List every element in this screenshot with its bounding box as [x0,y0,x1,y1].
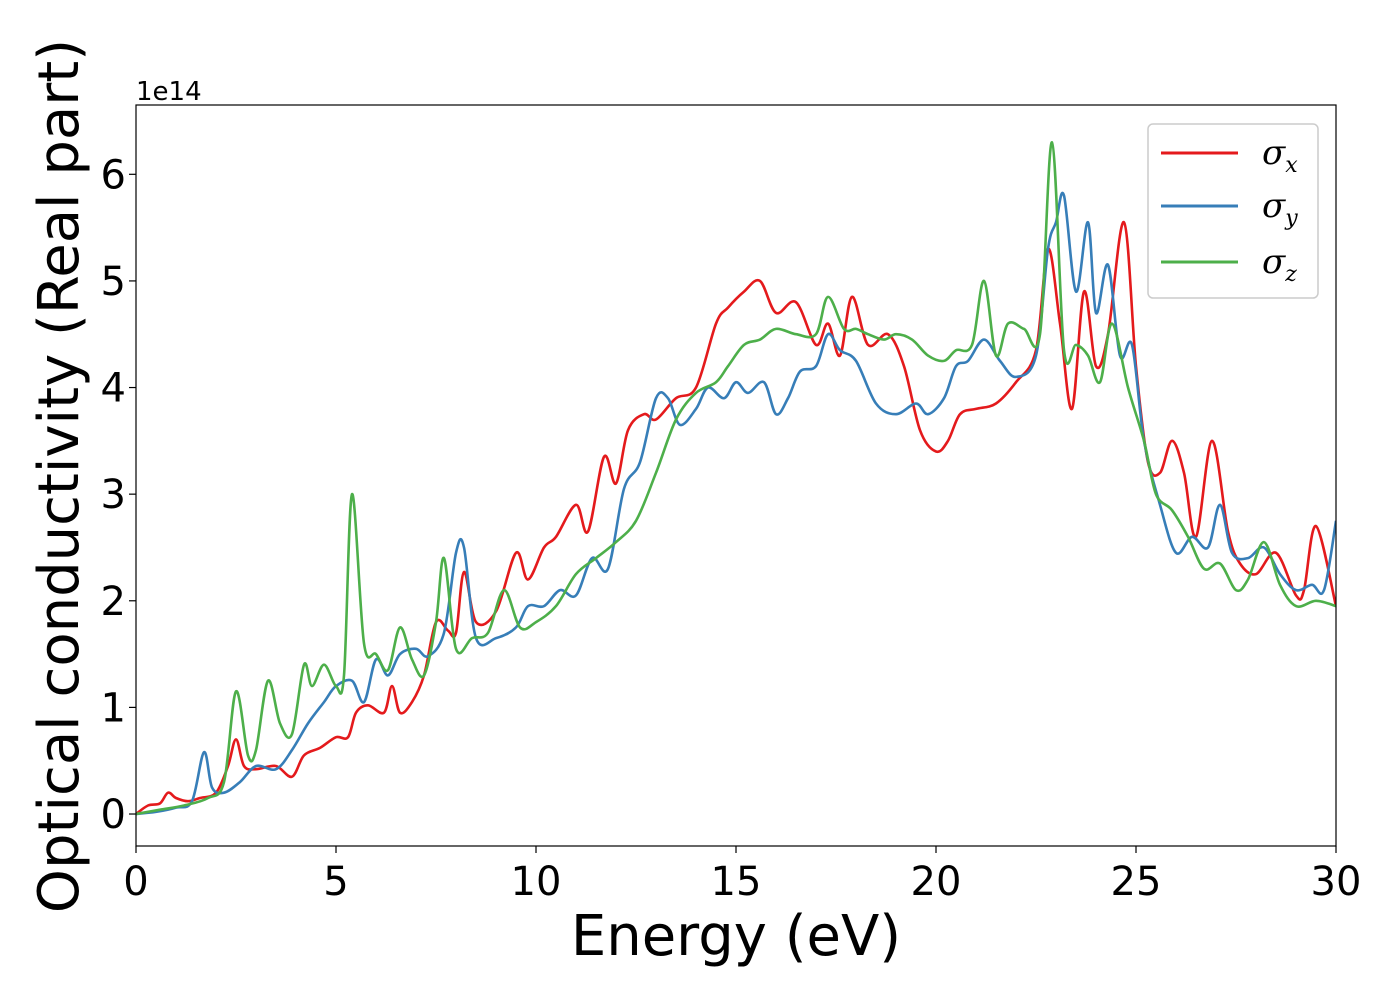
y-tick-label: 4 [101,366,126,412]
y-tick-label: 2 [101,579,126,625]
y-axis-title: Optical conductivity (Real part) [27,39,92,913]
series-line-y [136,191,1336,816]
legend-label-sigma-z: σz [1262,242,1297,287]
x-tick-label: 5 [323,859,348,905]
x-tick-label: 15 [711,859,762,905]
y-tick-label: 1 [101,685,126,731]
x-tick-label: 30 [1311,859,1362,905]
x-tick-label: 25 [1111,859,1162,905]
y-axis: 0 1 2 3 4 5 6 [101,152,136,838]
series-line-z [136,140,1336,816]
legend-label-sigma-x: σx [1262,133,1298,178]
plot-background [136,105,1336,846]
x-tick-label: 0 [123,859,148,905]
legend-label-sigma-y: σy [1262,186,1298,231]
legend-box [1147,123,1319,299]
y-tick-label: 0 [101,792,126,838]
legend: σx σy σz [1147,123,1319,299]
x-axis-title: Energy (eV) [571,904,901,969]
series-layer [136,140,1336,816]
x-tick-label: 10 [511,859,562,905]
y-offset-label: 1e14 [136,77,202,107]
x-axis: 0 5 10 15 20 25 30 [123,846,1361,905]
y-tick-label: 3 [101,472,126,518]
y-tick-label: 6 [101,152,126,198]
y-tick-label: 5 [101,259,126,305]
x-tick-label: 20 [911,859,962,905]
